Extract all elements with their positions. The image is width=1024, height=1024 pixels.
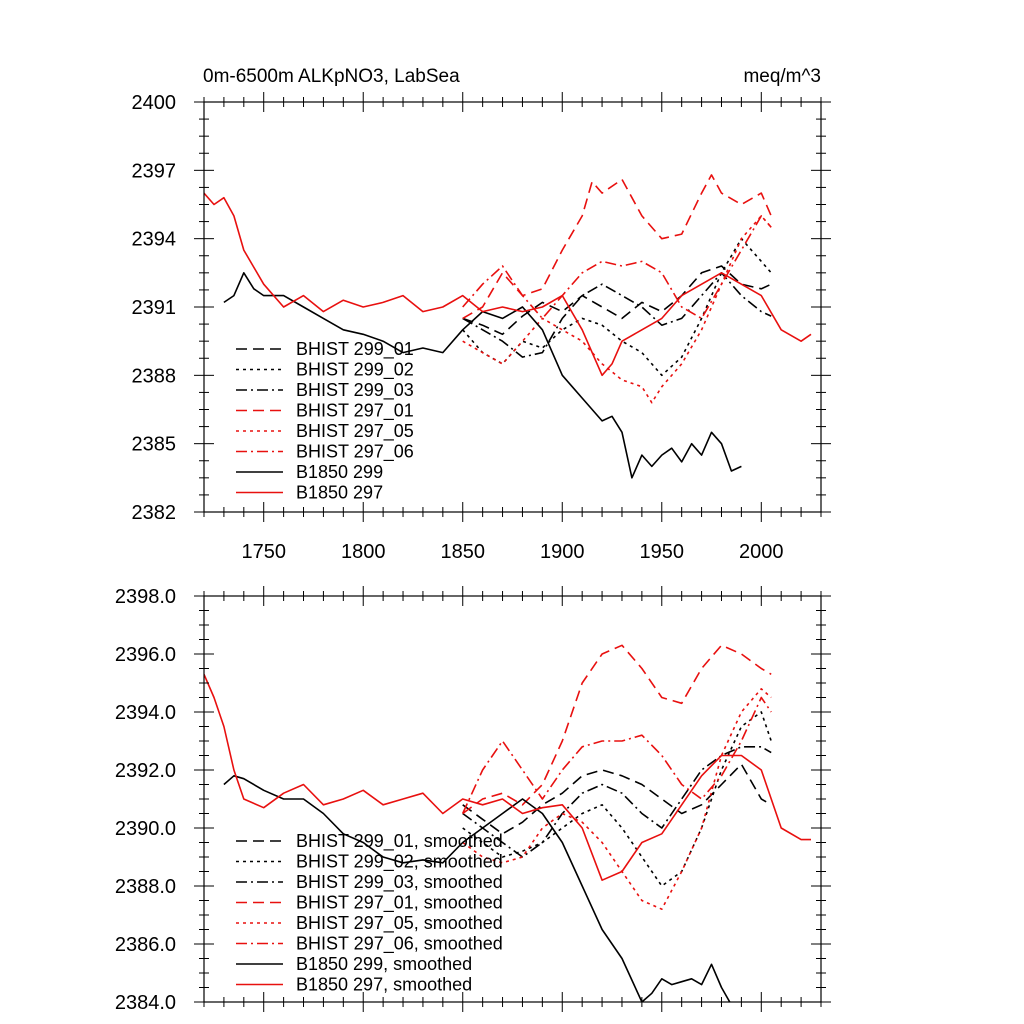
legend-label-3: BHIST 297_01, smoothed: [296, 893, 503, 914]
x-tick-label: 2000: [739, 541, 784, 563]
y-tick-label: 2398.0: [115, 586, 176, 608]
legend-label-3: BHIST 297_01: [296, 401, 414, 422]
y-tick-label: 2388.0: [115, 876, 176, 898]
legend-label-1: BHIST 299_02, smoothed: [296, 852, 503, 873]
legend-label-5: BHIST 297_06: [296, 442, 414, 463]
y-tick-label: 2388: [132, 365, 177, 387]
series-line-5: [461, 696, 772, 814]
y-tick-label: 2384.0: [115, 992, 176, 1014]
legend-label-4: BHIST 297_05, smoothed: [296, 913, 503, 934]
legend-label-6: B1850 299, smoothed: [296, 954, 472, 974]
series-group: [204, 644, 811, 1002]
top-chart-units: meq/m^3: [743, 66, 821, 87]
x-tick-label: 1800: [341, 541, 386, 563]
legend-label-2: BHIST 299_03, smoothed: [296, 872, 503, 893]
series-line-0: [462, 265, 772, 336]
y-tick-label: 2394.0: [115, 702, 176, 724]
series-line-0: [462, 763, 772, 835]
y-tick-label: 2382: [132, 502, 177, 524]
series-group: [204, 174, 812, 479]
x-tick-label: 1750: [241, 541, 286, 563]
y-tick-label: 2392.0: [115, 760, 176, 782]
top-chart-title: 0m-6500m ALKpNO3, LabSea: [203, 66, 460, 87]
series-line-3: [462, 644, 772, 815]
y-tick-label: 2386.0: [115, 934, 176, 956]
series-line-2: [462, 745, 772, 858]
series-line-3: [462, 174, 772, 320]
series-line-6: [223, 271, 742, 479]
series-line-7: [204, 673, 811, 882]
legend-label-1: BHIST 299_02: [296, 360, 414, 381]
legend-label-5: BHIST 297_06, smoothed: [296, 934, 503, 955]
bottom-panel: 2384.0 2386.0 2388.0 2390.0 2392.0 2394.0 2396…: [115, 586, 831, 1014]
y-tick-label: 2385: [132, 434, 177, 456]
legend-label-2: BHIST 299_03: [296, 380, 414, 401]
legend-label-6: B1850 299: [296, 462, 383, 482]
legend-label-7: B1850 297: [296, 483, 383, 503]
series-line-4: [462, 215, 772, 404]
top-panel: 0m-6500m ALKpNO3, LabSea meq/m^3 1750 180…: [132, 66, 831, 563]
legend-label-0: BHIST 299_01: [296, 339, 414, 360]
series-line-5: [462, 215, 772, 320]
legend-label-4: BHIST 297_05: [296, 421, 414, 442]
y-tick-label: 2394: [132, 229, 177, 251]
legend-label-0: BHIST 299_01, smoothed: [296, 831, 503, 852]
series-line-7: [204, 192, 812, 377]
x-tick-label: 1900: [540, 541, 585, 563]
y-tick-label: 2390.0: [115, 818, 176, 840]
y-tick-label: 2397: [132, 160, 177, 182]
x-tick-label: 1850: [440, 541, 485, 563]
series-line-4: [462, 687, 772, 911]
y-tick-label: 2400: [132, 92, 177, 114]
y-tick-label: 2391: [132, 297, 177, 319]
legend-label-7: B1850 297, smoothed: [296, 975, 472, 995]
series-line-1: [462, 711, 772, 887]
series-line-1: [462, 237, 772, 377]
x-tick-label: 1950: [640, 541, 685, 563]
y-tick-label: 2396.0: [115, 644, 176, 666]
